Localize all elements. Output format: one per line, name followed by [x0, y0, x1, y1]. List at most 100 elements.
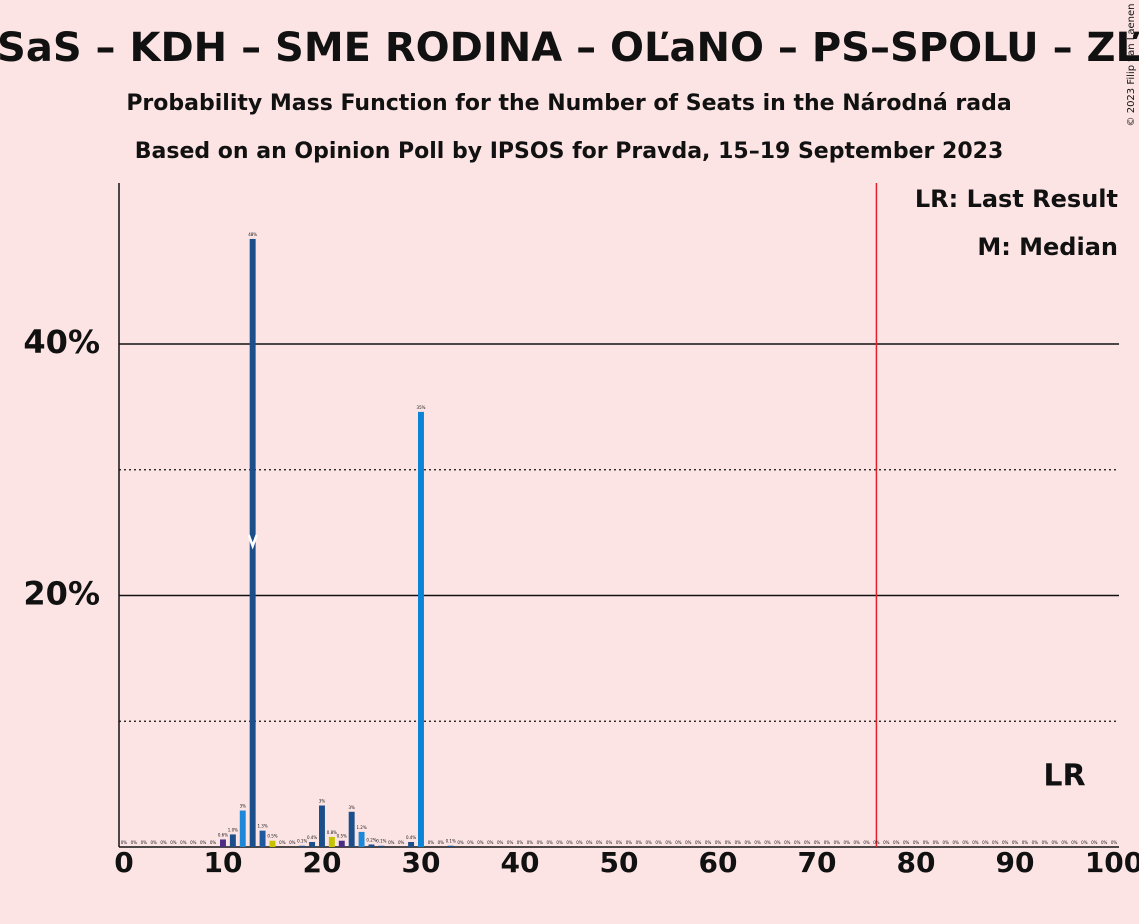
value-label: 0%: [131, 840, 138, 845]
bar: [239, 810, 246, 847]
bar: [328, 836, 335, 847]
value-label: 0%: [438, 840, 445, 845]
bar: [447, 845, 454, 847]
value-label: 0%: [1081, 840, 1088, 845]
value-label: 0%: [1022, 840, 1029, 845]
value-label: 0.8%: [327, 830, 337, 835]
value-label: 0%: [210, 840, 217, 845]
value-label: 0%: [1032, 840, 1039, 845]
bar: [319, 805, 325, 847]
value-label: 0%: [576, 840, 583, 845]
value-label: 0%: [279, 840, 286, 845]
value-label: 0%: [190, 840, 197, 845]
value-label: 0%: [685, 840, 692, 845]
legend-entry: LR: Last Result: [915, 185, 1118, 213]
value-label: 0.1%: [446, 839, 456, 844]
value-label: 0%: [487, 840, 494, 845]
x-tick-label: 20: [302, 846, 341, 879]
value-label: 0%: [715, 840, 722, 845]
value-label: 0%: [903, 840, 910, 845]
value-label: 0%: [764, 840, 771, 845]
value-label: 0%: [556, 840, 563, 845]
value-label: 0%: [150, 840, 157, 845]
value-label: 0.2%: [366, 837, 376, 842]
y-tick-label: 20%: [23, 574, 100, 612]
value-label: 0%: [170, 840, 177, 845]
value-label: 0%: [121, 840, 128, 845]
value-label: 0%: [1071, 840, 1078, 845]
x-tick-label: 50: [600, 846, 639, 879]
value-label: 0%: [200, 840, 207, 845]
value-label: 0%: [1002, 840, 1009, 845]
value-label: 0%: [982, 840, 989, 845]
value-label: 0%: [814, 840, 821, 845]
bar: [219, 839, 226, 847]
value-label: 1.0%: [228, 827, 238, 832]
value-label: 0%: [943, 840, 950, 845]
value-label: 0%: [952, 840, 959, 845]
value-label: 0%: [913, 840, 920, 845]
chart-title: SaS – KDH – SME RODINA – OĽaNO – PS–SPOL…: [0, 25, 1139, 71]
copyright: © 2023 Filip van Laenen: [1126, 4, 1137, 127]
value-label: 0%: [616, 840, 623, 845]
value-label: 0%: [863, 840, 870, 845]
value-label: 3%: [240, 804, 247, 809]
value-label: 48%: [248, 232, 257, 237]
value-label: 0%: [606, 840, 613, 845]
legend-entry: M: Median: [977, 233, 1118, 261]
value-label: 0%: [844, 840, 851, 845]
value-label: 0.1%: [297, 839, 307, 844]
value-label: 0%: [745, 840, 752, 845]
value-label: 0%: [428, 840, 435, 845]
x-tick-label: 30: [401, 846, 440, 879]
value-label: 0%: [794, 840, 801, 845]
value-label: 0%: [675, 840, 682, 845]
value-label: 0.4%: [406, 835, 416, 840]
value-label: 0%: [477, 840, 484, 845]
value-label: 0%: [933, 840, 940, 845]
value-label: 0%: [1091, 840, 1098, 845]
value-label: 0%: [695, 840, 702, 845]
value-label: 0.4%: [307, 835, 317, 840]
x-tick-label: 80: [897, 846, 936, 879]
value-label: 0%: [962, 840, 969, 845]
value-label: 0%: [180, 840, 187, 845]
value-label: 0%: [665, 840, 672, 845]
value-label: 35%: [417, 405, 426, 410]
bar: [408, 841, 415, 847]
value-label: 1.3%: [257, 824, 267, 829]
x-tick-label: 90: [996, 846, 1035, 879]
bar: [259, 830, 266, 847]
bar: [299, 845, 306, 847]
value-label: 0%: [388, 840, 395, 845]
value-label: 0%: [289, 840, 296, 845]
value-label: 1.2%: [356, 825, 366, 830]
value-label: 0%: [636, 840, 643, 845]
median-marker: [247, 534, 258, 550]
value-label: 0%: [626, 840, 633, 845]
value-label: 0%: [596, 840, 603, 845]
value-label: 0%: [1012, 840, 1019, 845]
value-label: 0%: [774, 840, 781, 845]
x-tick-label: 10: [203, 846, 242, 879]
value-label: 0%: [586, 840, 593, 845]
value-label: 0%: [824, 840, 831, 845]
value-label: 0%: [1061, 840, 1068, 845]
value-label: 0%: [646, 840, 653, 845]
value-label: 0%: [754, 840, 761, 845]
value-label: 0%: [507, 840, 514, 845]
value-label: 0%: [655, 840, 662, 845]
value-label: 3%: [348, 805, 355, 810]
bar: [358, 831, 365, 847]
value-label: 0%: [141, 840, 148, 845]
value-label: 0%: [537, 840, 544, 845]
value-label: 0%: [467, 840, 474, 845]
x-tick-label: 60: [699, 846, 738, 879]
value-label: 0%: [853, 840, 860, 845]
value-label: 0%: [566, 840, 573, 845]
value-label: 0%: [398, 840, 405, 845]
x-tick-label: 40: [501, 846, 540, 879]
value-label: 0.6%: [218, 832, 228, 837]
value-label: 3%: [319, 799, 326, 804]
